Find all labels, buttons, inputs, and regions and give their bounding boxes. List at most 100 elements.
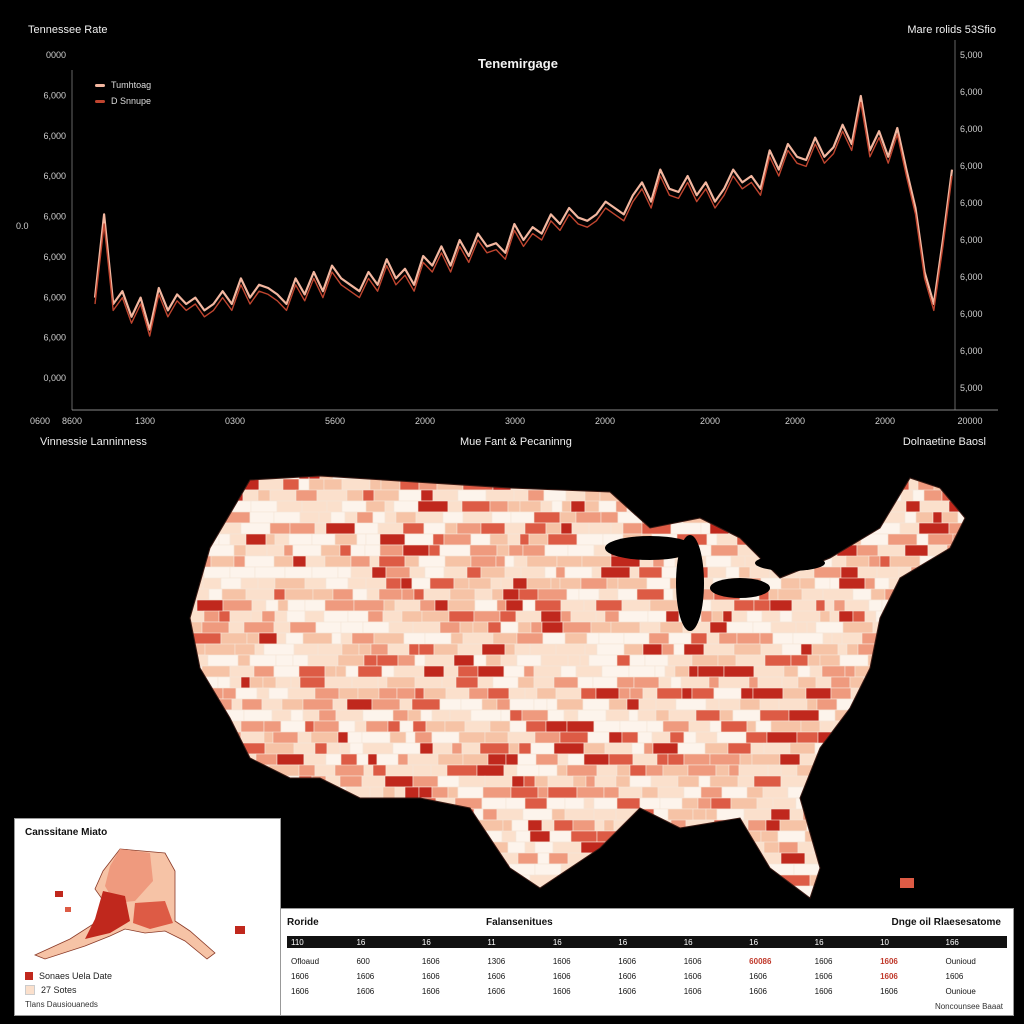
- county-cell: [503, 764, 518, 777]
- county-cell: [691, 654, 719, 667]
- county-cell: [547, 775, 574, 788]
- county-cell: [393, 665, 425, 678]
- county-cell: [562, 621, 592, 634]
- county-cell: [495, 555, 506, 568]
- county-cell: [334, 830, 360, 854]
- county-cell: [431, 808, 454, 821]
- county-cell: [610, 522, 624, 535]
- county-cell: [275, 654, 294, 667]
- county-cell: [923, 489, 943, 502]
- county-cell: [648, 632, 670, 645]
- county-cell: [799, 896, 818, 898]
- county-cell: [626, 819, 655, 832]
- county-cell: [817, 885, 848, 898]
- county-cell: [969, 677, 980, 688]
- county-cell: [296, 896, 312, 898]
- county-cell: [496, 599, 507, 612]
- county-cell: [528, 533, 549, 546]
- y-right-tick-label: 5,000: [960, 383, 983, 393]
- county-cell: [190, 533, 204, 546]
- county-cell: [324, 599, 355, 612]
- county-cell: [618, 610, 649, 623]
- county-cell: [418, 478, 438, 491]
- county-cell: [629, 687, 644, 700]
- county-cell: [823, 489, 848, 502]
- county-cell: [457, 819, 477, 843]
- county-cell: [633, 863, 646, 876]
- county-cell: [345, 885, 362, 898]
- county-cell: [926, 698, 953, 711]
- county-cell: [334, 874, 348, 887]
- county-cell: [790, 511, 811, 524]
- county-cell: [852, 610, 866, 623]
- county-cell: [335, 709, 364, 722]
- county-cell: [726, 621, 754, 634]
- county-cell: [545, 522, 562, 535]
- county-cell: [813, 476, 843, 480]
- county-cell: [691, 687, 715, 700]
- county-cell: [212, 476, 224, 480]
- county-cell: [432, 533, 445, 546]
- county-cell: [249, 511, 275, 524]
- county-cell: [630, 841, 660, 854]
- county-cell: [703, 643, 735, 656]
- series-line-2: [94, 101, 953, 337]
- county-cell: [362, 489, 375, 502]
- county-cell: [190, 654, 209, 667]
- county-cell: [886, 863, 908, 876]
- county-cell: [533, 698, 548, 711]
- county-cell: [600, 476, 620, 480]
- county-cell: [761, 610, 781, 623]
- y-right-tick-label: 6,000: [960, 124, 983, 134]
- county-cell: [386, 676, 416, 689]
- county-cell: [830, 687, 852, 700]
- county-cell: [856, 720, 870, 733]
- county-cell: [616, 676, 635, 689]
- county-cell: [922, 753, 944, 766]
- county-cell: [219, 522, 242, 535]
- county-cell: [948, 874, 965, 887]
- county-cell: [913, 643, 924, 667]
- county-cell: [537, 786, 549, 799]
- y-left-tick-label: 6,000: [43, 333, 66, 343]
- county-cell: [906, 720, 923, 744]
- county-cell: [937, 797, 948, 810]
- county-cell: [818, 709, 836, 722]
- county-cell: [288, 533, 313, 546]
- county-cell: [791, 478, 803, 502]
- county-cell: [868, 599, 883, 612]
- county-cell: [190, 632, 193, 656]
- series-layer: [93, 94, 954, 337]
- county-cell: [198, 709, 215, 733]
- county-cell: [527, 819, 543, 832]
- county-cell: [346, 489, 364, 502]
- county-cell: [896, 797, 926, 810]
- county-cell: [378, 588, 403, 601]
- table-cell: 1606: [421, 972, 440, 981]
- county-cell: [779, 610, 793, 623]
- county-cell: [338, 720, 356, 733]
- county-cell: [844, 786, 857, 799]
- county-cell: [480, 566, 506, 579]
- county-cell: [752, 687, 784, 700]
- county-cell: [846, 489, 862, 513]
- county-cell: [673, 643, 685, 656]
- county-cell: [852, 588, 872, 601]
- county-cell: [316, 489, 348, 502]
- county-cell: [924, 577, 945, 590]
- county-cell: [451, 742, 463, 755]
- county-cell: [820, 511, 833, 524]
- county-cell: [704, 478, 720, 491]
- county-cell: [526, 577, 552, 590]
- county-cell: [605, 709, 630, 722]
- x-ticks: 0600 8600 1300 0300 5600 2000 3000 2000 2000 2000…: [30, 416, 983, 426]
- county-cell: [462, 511, 493, 524]
- county-cell: [190, 698, 192, 711]
- county-cell: [198, 476, 214, 480]
- county-cell: [946, 819, 965, 832]
- county-cell: [811, 643, 839, 656]
- county-cell: [338, 863, 362, 876]
- county-cell: [310, 731, 339, 744]
- county-cell: [441, 852, 454, 865]
- county-cell: [337, 654, 365, 667]
